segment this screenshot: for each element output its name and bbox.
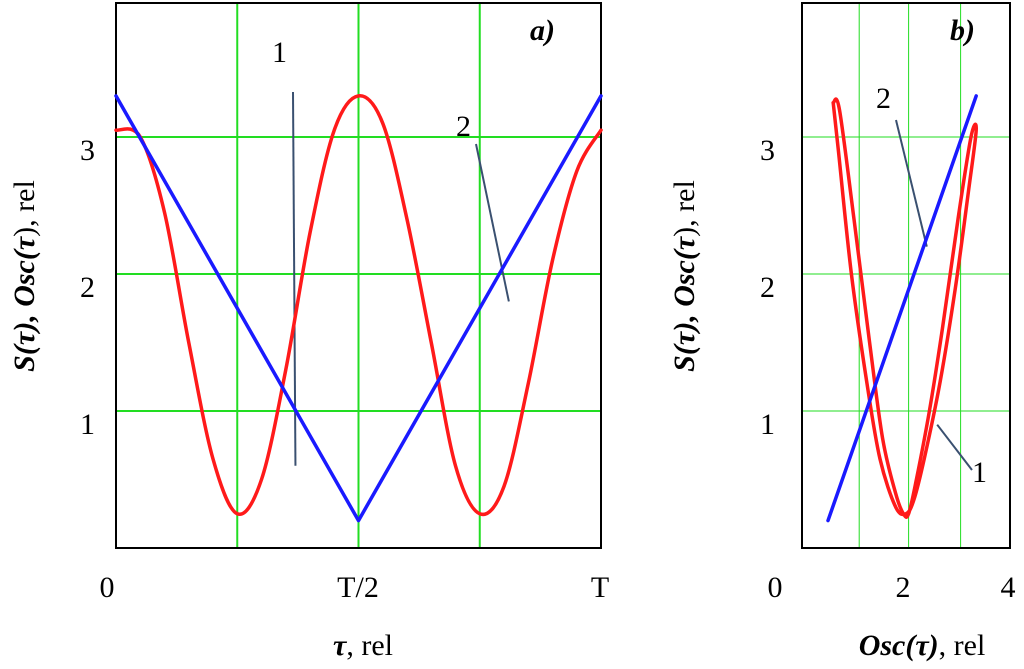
panel-b-y-tick: 2 (760, 271, 775, 304)
panel-b-leader-line (936, 424, 973, 471)
panel-a-plot-frame (115, 2, 602, 549)
panel-a-grid (116, 3, 601, 548)
panel-a-series-1-line (114, 94, 603, 517)
panel-a-x-axis-label: τ, rel (333, 629, 393, 662)
panel-b-chart: b) 2 1 1 2 3 0 2 4 Osc(τ), rel S(τ), Osc… (668, 2, 1016, 662)
panel-a-curve-1-label: 1 (272, 36, 287, 69)
panel-a-y-tick: 2 (80, 271, 95, 304)
panel-b-x-axis-label: Osc(τ), rel (859, 629, 986, 662)
panel-a-y-tick: 3 (80, 134, 95, 167)
panel-b-y-axis-label: S(τ), Osc(τ), rel (668, 180, 701, 372)
panel-a-y-axis-label: S(τ), Osc(τ), rel (8, 180, 41, 372)
panel-b-series-2-line (826, 94, 978, 523)
panel-a-leader-line (475, 143, 510, 302)
panel-b-series-1-line (831, 97, 978, 519)
panel-b-grid (802, 3, 1010, 548)
panel-b-curve-2-label: 2 (876, 82, 891, 115)
panel-b-x-tick: 2 (896, 571, 911, 604)
panel-a-tag: a) (530, 14, 555, 47)
panel-a-chart: a) 1 2 1 2 3 0 T/2 T τ, rel S(τ), Osc(τ)… (8, 2, 609, 662)
panel-a-leader-line (292, 91, 297, 466)
panel-a-leader-lines (292, 91, 510, 466)
panel-a-series (114, 94, 603, 523)
panel-b-curve-1-label: 1 (972, 456, 987, 489)
panel-b-plot-frame (801, 2, 1011, 549)
panel-b-y-tick: 3 (760, 134, 775, 167)
panel-a-x-tick: 0 (100, 571, 115, 604)
panel-a-x-tick: T (591, 571, 609, 604)
panel-b-series (826, 94, 978, 523)
panel-b-leader-lines (895, 119, 973, 471)
panel-a-x-tick: T/2 (337, 571, 379, 604)
panel-b-x-tick: 0 (768, 571, 783, 604)
panel-b-x-tick: 4 (1001, 571, 1016, 604)
panel-b-leader-line (895, 119, 928, 247)
panel-b-tag: b) (950, 14, 975, 47)
panel-b-y-tick: 1 (760, 408, 775, 441)
panel-a-curve-2-label: 2 (456, 110, 471, 143)
panel-a-series-2-line (114, 94, 603, 523)
panel-a-y-tick: 1 (80, 408, 95, 441)
